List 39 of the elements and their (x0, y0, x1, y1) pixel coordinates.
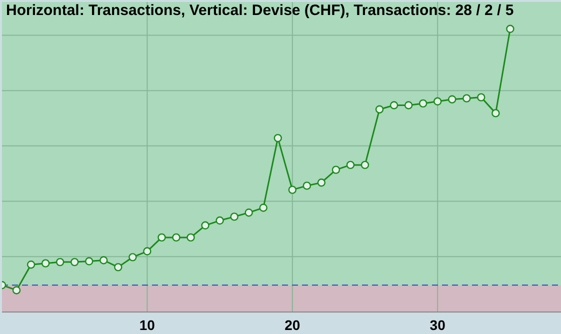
point (477, 93, 486, 102)
point (70, 258, 79, 266)
point (448, 95, 456, 104)
point (302, 182, 312, 190)
point (100, 256, 108, 264)
point (128, 253, 137, 262)
point (506, 24, 514, 33)
point (26, 260, 36, 269)
point (433, 97, 442, 106)
point (492, 109, 500, 118)
chart-title: Horizontal: Transactions, Vertical: Devise (CHF), Transactions: 28 / 2 / 5 (6, 2, 514, 19)
point (462, 94, 471, 102)
point (41, 259, 50, 268)
point (375, 105, 384, 114)
point (274, 134, 282, 142)
point (201, 221, 210, 230)
point (158, 233, 166, 242)
point (216, 216, 224, 225)
point (230, 212, 238, 221)
point (114, 263, 122, 272)
point (186, 233, 195, 242)
point (172, 233, 180, 242)
point (390, 101, 398, 110)
x-tick-label: 20 (284, 316, 300, 333)
x-tick-label: 30 (430, 316, 446, 333)
x-tick-label: 10 (139, 316, 156, 333)
point (143, 247, 152, 256)
point (404, 101, 413, 110)
point (332, 166, 340, 174)
point (418, 99, 428, 108)
point (244, 208, 253, 217)
point (85, 257, 94, 266)
point (288, 186, 296, 194)
point (360, 160, 370, 170)
point (56, 258, 64, 266)
point (317, 178, 326, 187)
point (346, 160, 355, 170)
point (12, 286, 21, 294)
point (259, 204, 268, 212)
